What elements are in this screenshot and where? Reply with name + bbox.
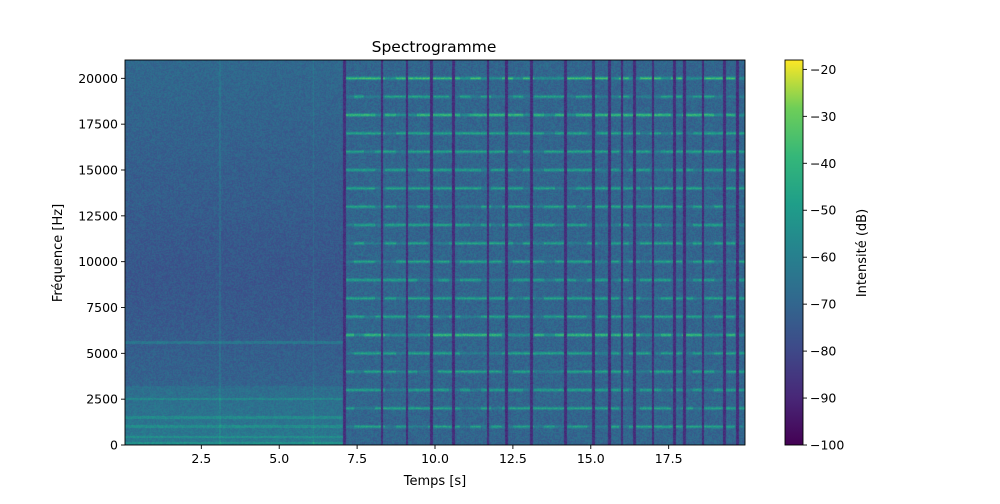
x-tick-label: 2.5	[191, 451, 211, 466]
colorbar-tick-label: −90	[810, 391, 836, 406]
y-tick-label: 15000	[78, 163, 118, 178]
colorbar-tick-label: −70	[810, 297, 836, 312]
colorbar: −100 −90 −80 −70 −60 −50 −40 −30 −20 Intensité (…	[784, 59, 870, 453]
x-tick-label: 15.0	[577, 451, 605, 466]
x-tick-label: 5.0	[269, 451, 289, 466]
spectrogram-heatmap	[125, 60, 745, 445]
y-tick-label: 17500	[78, 117, 118, 132]
y-tick-label: 0	[110, 438, 118, 453]
colorbar-tick-label: −30	[810, 109, 836, 124]
colorbar-tick-label: −50	[810, 203, 836, 218]
chart-title: Spectrogramme	[372, 38, 497, 56]
y-tick-label: 2500	[86, 392, 118, 407]
colorbar-tick-label: −80	[810, 344, 836, 359]
y-tick-label: 12500	[78, 208, 118, 223]
colorbar-tick-label: −60	[810, 250, 836, 265]
y-axis-label: Fréquence [Hz]	[51, 204, 66, 302]
x-tick-label: 7.5	[347, 451, 367, 466]
colorbar-tick-label: −100	[810, 438, 844, 453]
y-tick-label: 20000	[78, 71, 118, 86]
y-tick-label: 5000	[86, 346, 118, 361]
y-tick-label: 7500	[86, 300, 118, 315]
x-tick-label: 17.5	[655, 451, 683, 466]
colorbar-ticks: −100 −90 −80 −70 −60 −50 −40 −30 −20	[803, 62, 844, 453]
x-tick-label: 12.5	[499, 451, 527, 466]
x-axis: 2.5 5.0 7.5 10.0 12.5 15.0 17.5	[191, 445, 683, 466]
y-axis: 0 2500 5000 7500 10000 12500 15000 17500 20000	[78, 71, 125, 453]
colorbar-gradient	[784, 59, 804, 446]
plot-area	[124, 59, 746, 446]
colorbar-tick-label: −40	[810, 156, 836, 171]
x-tick-label: 10.0	[421, 451, 449, 466]
x-axis-label: Temps [s]	[403, 474, 466, 489]
y-tick-label: 10000	[78, 254, 118, 269]
colorbar-label: Intensité (dB)	[855, 209, 870, 297]
colorbar-tick-label: −20	[810, 62, 836, 77]
